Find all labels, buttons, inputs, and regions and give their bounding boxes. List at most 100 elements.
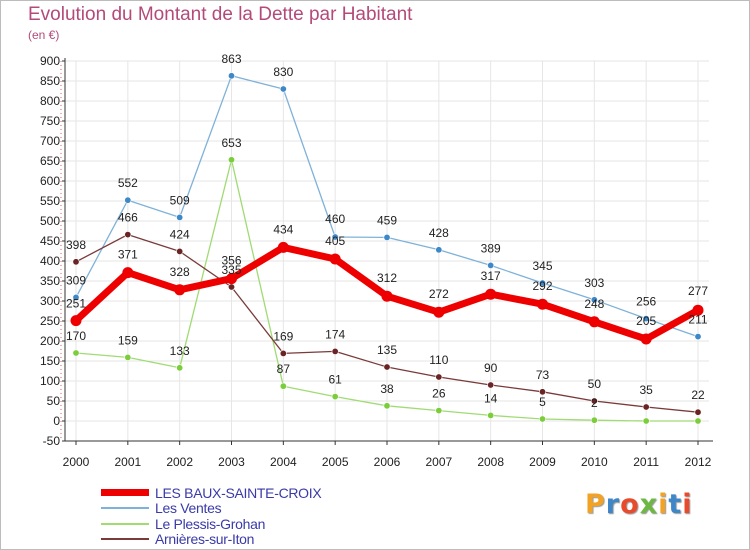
- logo-letter: i: [658, 489, 669, 520]
- y-tick-label: 200: [40, 334, 60, 348]
- data-point: [70, 315, 82, 327]
- data-label: 292: [532, 279, 552, 293]
- data-point: [642, 403, 650, 411]
- data-label: 22: [691, 388, 705, 402]
- data-label: 87: [277, 362, 291, 376]
- legend: LES BAUX-SAINTE-CROIX Les Ventes Le Ples…: [101, 485, 322, 548]
- data-label: 552: [118, 176, 138, 190]
- legend-item-baux-sainte-croix: LES BAUX-SAINTE-CROIX: [101, 485, 322, 501]
- data-point: [279, 85, 287, 93]
- x-tick-label: 2012: [685, 455, 712, 469]
- data-label: 309: [66, 273, 86, 287]
- logo-letter: P: [585, 489, 606, 520]
- legend-swatch: [101, 507, 149, 510]
- x-tick-label: 2002: [166, 455, 193, 469]
- data-label: 424: [170, 227, 190, 241]
- data-point: [174, 284, 186, 296]
- data-label: 434: [273, 222, 293, 236]
- legend-swatch: [101, 489, 149, 497]
- data-point: [487, 381, 495, 389]
- data-point: [277, 241, 289, 253]
- data-point: [383, 402, 391, 410]
- y-tick-label: 600: [40, 174, 60, 188]
- y-tick-label: 450: [40, 234, 60, 248]
- y-tick-label: 400: [40, 254, 60, 268]
- data-point: [640, 333, 652, 345]
- logo-letter: r: [605, 489, 621, 520]
- data-point: [383, 363, 391, 371]
- data-point: [124, 353, 132, 361]
- x-tick-label: 2006: [374, 455, 401, 469]
- x-tick-label: 2009: [529, 455, 556, 469]
- y-tick-label: 50: [47, 394, 61, 408]
- data-label: 110: [429, 353, 448, 367]
- data-label: 345: [532, 259, 552, 273]
- data-point: [487, 411, 495, 419]
- data-point: [433, 306, 445, 318]
- x-tick-label: 2004: [270, 455, 297, 469]
- data-point: [485, 288, 497, 300]
- y-tick-label: 850: [40, 74, 60, 88]
- data-label: 398: [66, 238, 86, 252]
- y-tick-label: 550: [40, 194, 60, 208]
- data-point: [383, 233, 391, 241]
- data-label: 35: [639, 383, 653, 397]
- data-label: 277: [688, 284, 708, 298]
- data-point: [538, 279, 546, 287]
- data-point: [694, 333, 702, 341]
- data-label: 169: [273, 329, 293, 343]
- data-label: 248: [584, 297, 604, 311]
- proxiti-logo: Proxiti: [585, 489, 693, 520]
- data-point: [176, 364, 184, 372]
- data-point: [72, 349, 80, 357]
- data-point: [176, 213, 184, 221]
- data-label: 335: [221, 263, 241, 277]
- data-point: [435, 246, 443, 254]
- data-point: [124, 196, 132, 204]
- data-point: [537, 298, 548, 310]
- data-point: [642, 315, 650, 323]
- data-point: [435, 407, 443, 415]
- data-label: 460: [325, 212, 345, 226]
- data-label: 26: [432, 387, 446, 401]
- y-tick-label: 250: [40, 314, 60, 328]
- data-point: [435, 373, 443, 381]
- data-label: 61: [328, 373, 342, 387]
- data-label: 159: [118, 333, 138, 347]
- logo-letter: t: [668, 489, 683, 520]
- y-tick-label: 650: [40, 154, 60, 168]
- data-label: 38: [380, 382, 394, 396]
- x-tick-label: 2011: [633, 455, 659, 469]
- data-point: [538, 388, 546, 396]
- data-label: 312: [377, 271, 397, 285]
- legend-item-le-plessis-grohan: Le Plessis-Grohan: [101, 516, 321, 532]
- y-tick-label: 150: [40, 354, 60, 368]
- data-point: [588, 316, 600, 328]
- data-point: [122, 267, 134, 279]
- data-label: 133: [170, 344, 190, 358]
- data-point: [331, 393, 339, 401]
- data-label: 205: [636, 314, 656, 328]
- data-label: 328: [170, 265, 190, 279]
- data-label: 303: [584, 276, 604, 290]
- y-tick-label: 300: [40, 294, 60, 308]
- x-tick-label: 2008: [477, 455, 504, 469]
- y-tick-label: 700: [40, 134, 60, 148]
- data-point: [642, 417, 650, 425]
- data-point: [331, 233, 339, 241]
- data-label: 863: [221, 52, 241, 66]
- legend-swatch: [101, 538, 149, 541]
- data-label: 459: [377, 213, 397, 227]
- data-point: [72, 293, 80, 301]
- data-point: [228, 72, 236, 80]
- legend-swatch: [101, 522, 149, 525]
- legend-label: Arnières-sur-Iton: [155, 531, 255, 548]
- y-tick-label: 900: [40, 54, 60, 68]
- data-label: 256: [636, 295, 656, 309]
- data-point: [590, 397, 598, 405]
- data-point: [694, 417, 702, 425]
- data-label: 830: [273, 65, 293, 79]
- data-point: [228, 283, 236, 291]
- data-point: [331, 347, 339, 355]
- data-point: [228, 156, 236, 164]
